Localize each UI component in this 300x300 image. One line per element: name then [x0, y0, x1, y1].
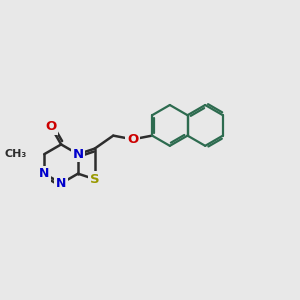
Text: S: S: [90, 173, 100, 186]
Text: O: O: [45, 120, 56, 133]
Text: N: N: [39, 167, 50, 180]
Text: N: N: [72, 148, 84, 161]
Text: CH₃: CH₃: [4, 149, 27, 159]
Text: N: N: [56, 177, 66, 190]
Text: O: O: [127, 133, 138, 146]
